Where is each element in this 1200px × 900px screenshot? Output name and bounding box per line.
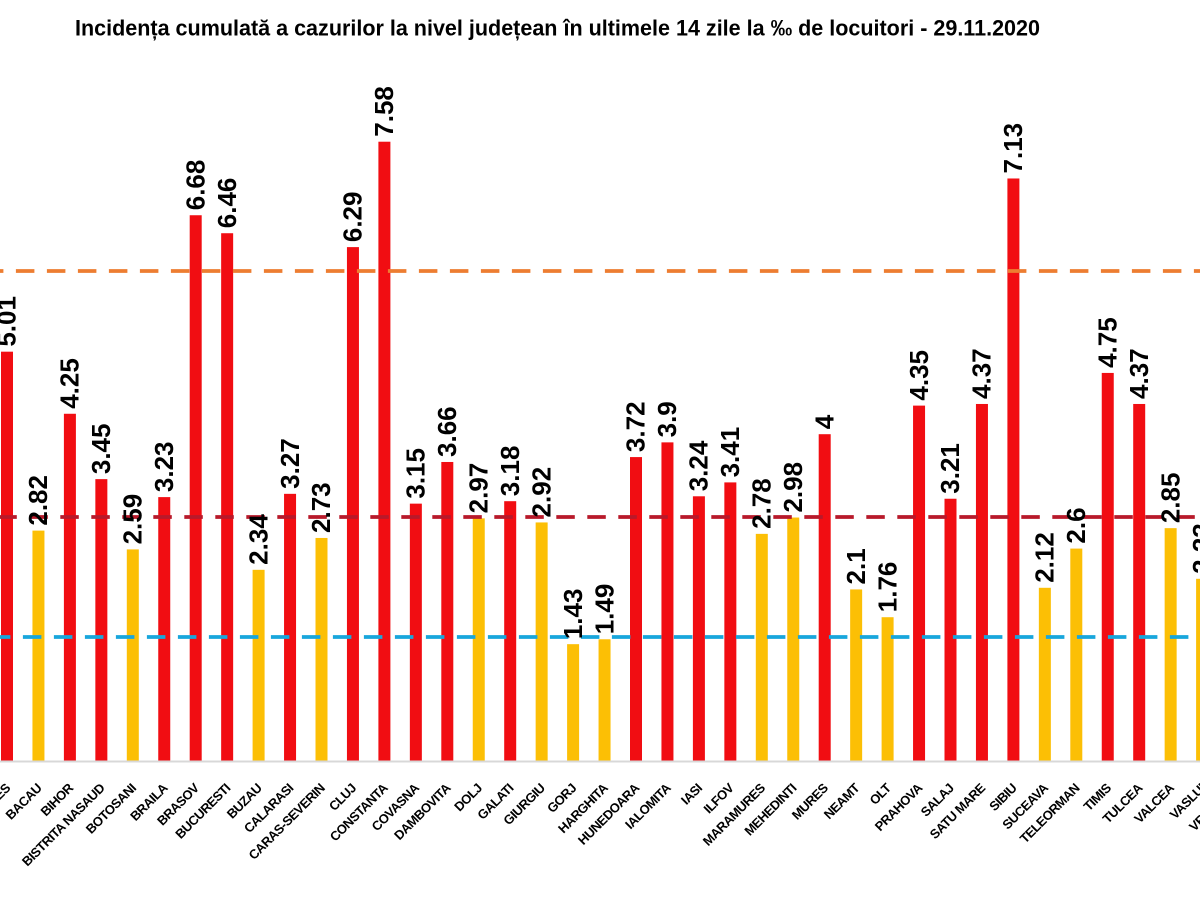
svg-text:6.29: 6.29 — [338, 192, 368, 243]
svg-text:1.49: 1.49 — [589, 584, 619, 635]
svg-text:4.35: 4.35 — [904, 350, 934, 401]
svg-text:2.73: 2.73 — [306, 482, 336, 533]
svg-text:2.85: 2.85 — [1155, 473, 1185, 524]
svg-text:2.6: 2.6 — [1061, 507, 1091, 543]
svg-text:2.78: 2.78 — [747, 478, 777, 529]
svg-text:3.15: 3.15 — [401, 448, 431, 499]
svg-text:4.37: 4.37 — [1124, 348, 1154, 399]
svg-text:Incidența cumulată a cazurilor: Incidența cumulată a cazurilor la nivel … — [75, 16, 1040, 41]
svg-text:7.13: 7.13 — [998, 123, 1028, 174]
svg-text:3.24: 3.24 — [684, 440, 714, 491]
svg-text:6.68: 6.68 — [180, 160, 210, 211]
svg-text:3.9: 3.9 — [652, 401, 682, 437]
svg-text:3.21: 3.21 — [935, 443, 965, 494]
svg-text:2.59: 2.59 — [118, 494, 148, 545]
svg-text:4.25: 4.25 — [55, 358, 85, 409]
svg-text:7.58: 7.58 — [369, 86, 399, 137]
svg-text:1.43: 1.43 — [558, 589, 588, 640]
svg-text:2.82: 2.82 — [23, 475, 53, 526]
svg-text:2.98: 2.98 — [778, 462, 808, 513]
svg-text:2.1: 2.1 — [841, 548, 871, 584]
svg-text:4.37: 4.37 — [967, 348, 997, 399]
svg-text:2.12: 2.12 — [1030, 532, 1060, 583]
svg-text:3.41: 3.41 — [715, 427, 745, 478]
svg-text:4: 4 — [809, 414, 839, 429]
svg-text:3.66: 3.66 — [432, 406, 462, 457]
svg-text:3.72: 3.72 — [621, 401, 651, 452]
svg-text:3.23: 3.23 — [149, 442, 179, 493]
svg-text:1.76: 1.76 — [872, 562, 902, 613]
svg-text:3.27: 3.27 — [275, 438, 305, 489]
svg-text:2.97: 2.97 — [464, 463, 494, 514]
svg-text:4.75: 4.75 — [1093, 317, 1123, 368]
svg-text:6.46: 6.46 — [212, 178, 242, 229]
svg-text:2.34: 2.34 — [243, 514, 273, 565]
svg-text:2.23: 2.23 — [1187, 523, 1200, 574]
svg-text:2.92: 2.92 — [526, 467, 556, 518]
svg-text:5.01: 5.01 — [0, 296, 22, 347]
svg-text:3.18: 3.18 — [495, 446, 525, 497]
svg-text:3.45: 3.45 — [86, 424, 116, 475]
